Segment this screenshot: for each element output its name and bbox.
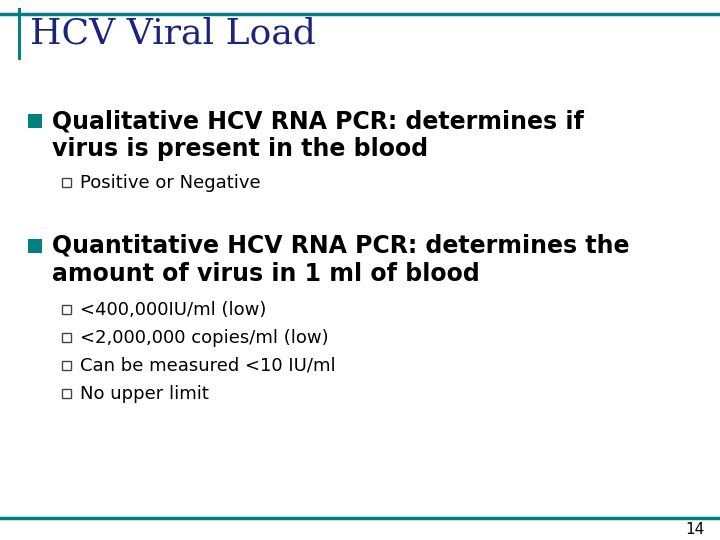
Bar [18, 8, 21, 60]
Text: virus is present in the blood: virus is present in the blood [52, 137, 428, 161]
Text: 14: 14 [685, 523, 705, 537]
Bar [28, 239, 42, 253]
Text: HCV Viral Load: HCV Viral Load [30, 17, 316, 51]
Text: Positive or Negative: Positive or Negative [80, 174, 261, 192]
Text: No upper limit: No upper limit [80, 385, 209, 403]
Bar [62, 178, 71, 187]
Bar [28, 114, 42, 128]
Text: Qualitative HCV RNA PCR: determines if: Qualitative HCV RNA PCR: determines if [52, 109, 584, 133]
Text: Quantitative HCV RNA PCR: determines the: Quantitative HCV RNA PCR: determines the [52, 234, 629, 258]
Text: <2,000,000 copies/ml (low): <2,000,000 copies/ml (low) [80, 329, 328, 347]
Bar [62, 389, 71, 398]
Bar [62, 305, 71, 314]
Text: <400,000IU/ml (low): <400,000IU/ml (low) [80, 301, 266, 319]
Bar [62, 333, 71, 342]
Bar [62, 361, 71, 370]
Text: Can be measured <10 IU/ml: Can be measured <10 IU/ml [80, 357, 336, 375]
Text: amount of virus in 1 ml of blood: amount of virus in 1 ml of blood [52, 262, 480, 286]
